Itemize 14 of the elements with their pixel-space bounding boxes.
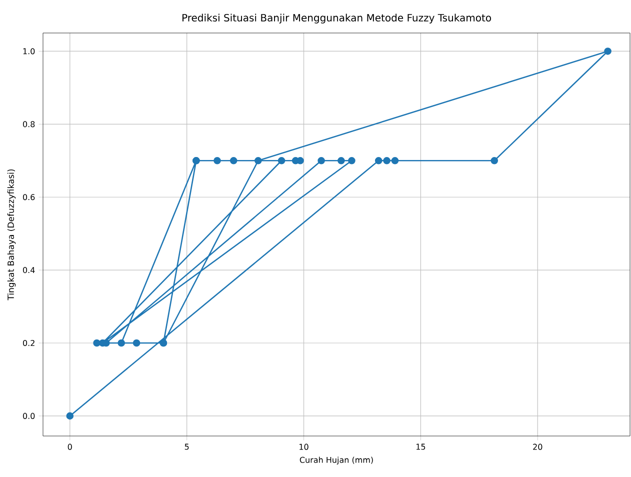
x-axis-title: Curah Hujan (mm) — [300, 456, 373, 464]
y-tick-label: 0.6 — [23, 194, 35, 200]
x-tick-label: 0 — [68, 444, 72, 450]
x-tick-label: 10 — [300, 444, 308, 450]
y-axis-title: Tingkat Bahaya (Defuzzyfikasi) — [7, 169, 16, 300]
y-tick-label: 0.4 — [23, 267, 35, 274]
y-tick-label: 0.0 — [23, 412, 35, 419]
y-tick-label: 0.8 — [23, 121, 35, 128]
x-tick-label: 20 — [533, 444, 542, 450]
x-tick-label: 15 — [416, 444, 426, 450]
x-tick-label: 5 — [184, 444, 189, 450]
y-tick-label: 0.2 — [23, 340, 34, 346]
y-tick-label: 1.0 — [23, 48, 35, 54]
chart-title: Prediksi Situasi Banjir Menggunakan Metode Fuzzy Tsukamoto — [182, 14, 491, 24]
